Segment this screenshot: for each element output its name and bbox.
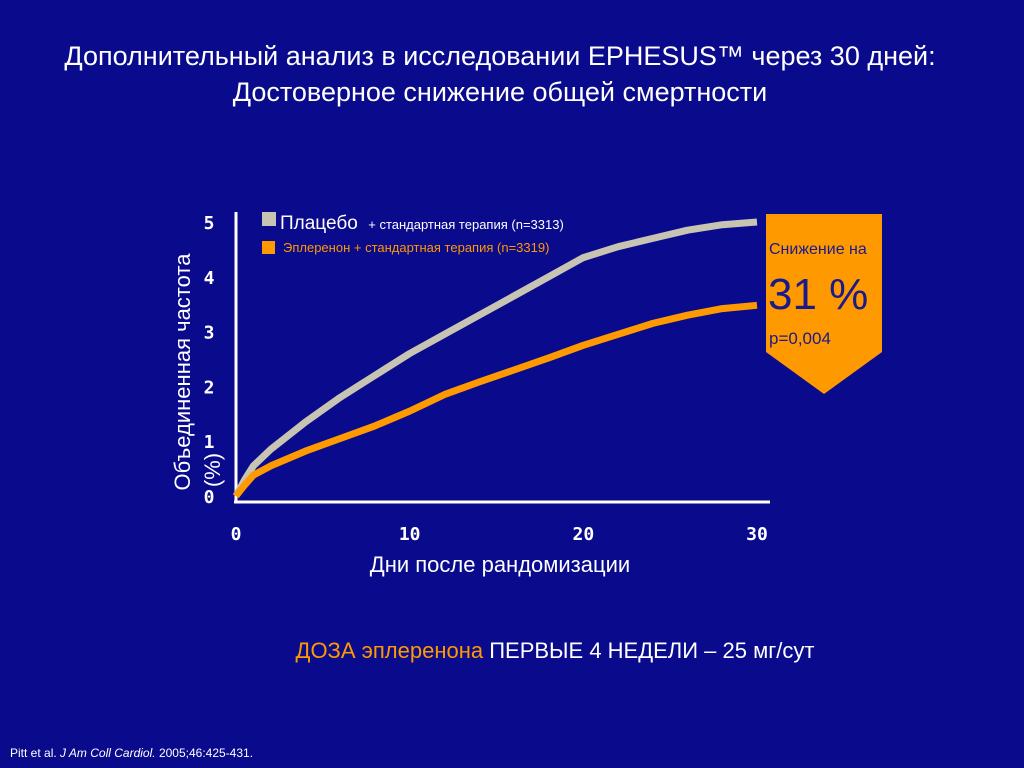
x-axis-title: Дни после рандомизации — [370, 552, 630, 577]
dose-note: ДОЗА эплеренона ПЕРВЫЕ 4 НЕДЕЛИ – 25 мг/… — [0, 638, 1024, 664]
x-tick-label: 0 — [231, 524, 242, 545]
legend-placebo-name: Плацебо — [280, 213, 358, 234]
y-tick-label: 3 — [204, 323, 215, 344]
title-line-2: Достоверное снижение общей смертности — [232, 77, 768, 107]
y-tick-label: 1 — [204, 432, 215, 453]
y-tick-label: 0 — [204, 487, 215, 508]
legend-swatch-eplerenone — [262, 241, 275, 254]
y-tick-label: 5 — [204, 213, 215, 234]
series-line-placebo — [232, 218, 758, 498]
callout-line1: Снижение на — [769, 241, 867, 258]
callout-shape — [766, 214, 882, 394]
citation: Pitt et al. J Am Coll Cardiol. 2005;46:4… — [10, 746, 253, 760]
x-tick-label: 30 — [746, 524, 768, 545]
title-line-1: Дополнительный анализ в исследовании EPH… — [64, 41, 936, 71]
dose-note-text: ПЕРВЫЕ 4 НЕДЕЛИ – 25 мг/сут — [489, 638, 815, 663]
x-tick-labels: 0 10 20 30 — [231, 524, 768, 545]
legend-eplerenone: Эплеренон + стандартная терапия (n=3319) — [283, 240, 549, 255]
series-line-eplerenone — [233, 301, 758, 499]
legend: Плацебо + стандартная терапия (n=3313) Э… — [262, 212, 564, 255]
citation-authors: Pitt et al. — [10, 746, 57, 760]
y-tick-label: 4 — [204, 268, 215, 289]
citation-journal: J Am Coll Cardiol. — [60, 746, 156, 760]
chart-axes — [234, 212, 770, 504]
x-tick-label: 10 — [399, 524, 421, 545]
y-tick-labels: 0 1 2 3 4 5 — [204, 213, 215, 508]
reduction-callout: Снижение на 31 % p=0,004 — [766, 214, 882, 394]
callout-value: 31 % — [768, 270, 868, 319]
y-axis-title-line-2: (%) — [200, 453, 225, 487]
legend-swatch-placebo — [262, 212, 276, 226]
legend-placebo-suffix: + стандартная терапия (n=3313) — [368, 217, 564, 232]
series-lines — [232, 218, 758, 499]
legend-placebo: Плацебо + стандартная терапия (n=3313) — [280, 213, 564, 234]
dose-note-highlight: ДОЗА эплеренона — [295, 638, 484, 663]
slide-title: Дополнительный анализ в исследовании EPH… — [0, 38, 1000, 110]
callout-pvalue: p=0,004 — [769, 329, 831, 348]
y-tick-label: 2 — [204, 377, 215, 398]
y-axis-title-line-1: Объединенная частота — [170, 253, 195, 491]
citation-ref: 2005;46:425-431. — [158, 746, 254, 760]
x-tick-label: 20 — [572, 524, 594, 545]
